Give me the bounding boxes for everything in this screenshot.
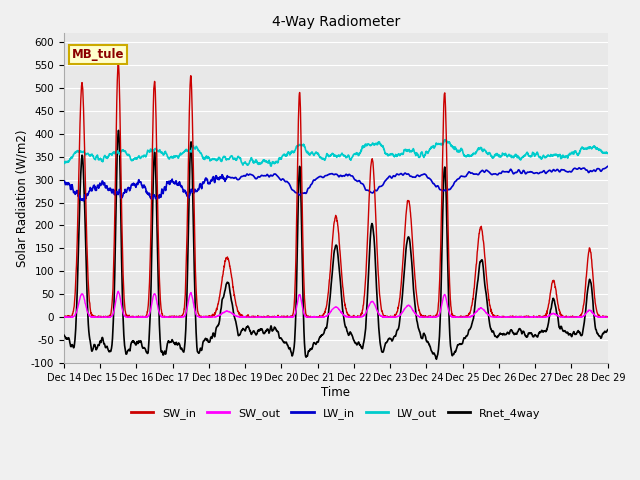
Text: MB_tule: MB_tule xyxy=(72,48,125,61)
Legend: SW_in, SW_out, LW_in, LW_out, Rnet_4way: SW_in, SW_out, LW_in, LW_out, Rnet_4way xyxy=(127,404,545,423)
Y-axis label: Solar Radiation (W/m2): Solar Radiation (W/m2) xyxy=(15,129,28,267)
Title: 4-Way Radiometer: 4-Way Radiometer xyxy=(272,15,400,29)
X-axis label: Time: Time xyxy=(321,385,350,398)
